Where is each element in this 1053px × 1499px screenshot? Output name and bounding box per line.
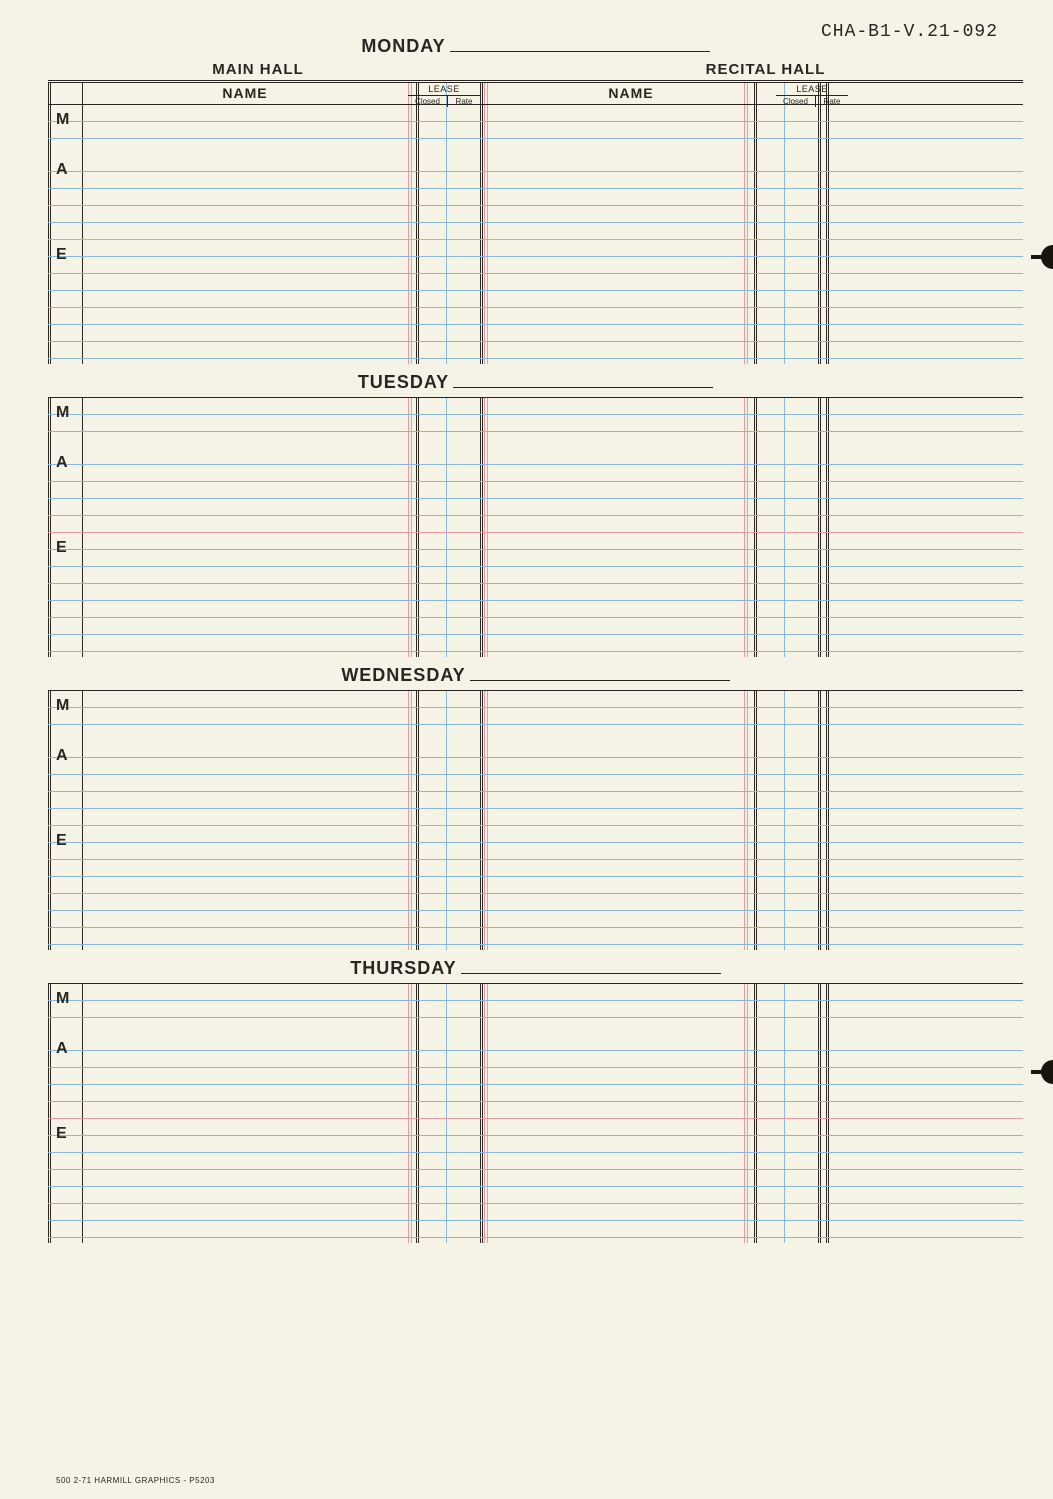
- punch-hole: [1041, 245, 1053, 269]
- time-label: M: [56, 111, 69, 129]
- table-section: M A E: [48, 690, 1023, 950]
- name-header: NAME: [486, 83, 776, 104]
- time-label: M: [56, 697, 69, 715]
- lease-header: LEASE ClosedRate: [408, 83, 480, 104]
- table-section: M A E: [48, 397, 1023, 657]
- time-slot-A: A: [48, 1034, 1023, 1119]
- hall-headers: MAIN HALL RECITAL HALL: [48, 61, 1023, 80]
- name-header: NAME: [82, 83, 408, 104]
- printer-footer: 500 2-71 HARMILL GRAPHICS - P5203: [56, 1476, 215, 1485]
- time-label: E: [56, 539, 67, 557]
- time-slot-M: M: [48, 105, 1023, 155]
- time-label: M: [56, 404, 69, 422]
- day-block-monday: MONDAY MAIN HALL RECITAL HALL NAME LEASE…: [48, 28, 1023, 364]
- lease-header: LEASE ClosedRate: [776, 83, 848, 104]
- time-label: E: [56, 832, 67, 850]
- time-slot-E: E: [48, 240, 1023, 360]
- time-slot-M: M: [48, 691, 1023, 741]
- recital-hall-label: RECITAL HALL: [438, 61, 1023, 78]
- punch-hole: [1041, 1060, 1053, 1084]
- column-headers: NAME LEASE ClosedRate NAME LEASE ClosedR…: [48, 80, 1023, 104]
- archive-id: CHA-B1-V.21-092: [821, 22, 998, 42]
- time-label: A: [56, 454, 68, 472]
- time-slot-M: M: [48, 398, 1023, 448]
- table-section: NAME LEASE ClosedRate NAME LEASE ClosedR…: [48, 80, 1023, 364]
- ruled-area: M A E: [48, 690, 1023, 950]
- ruled-area: M A E: [48, 397, 1023, 657]
- ledger-page: CHA-B1-V.21-092 MONDAY MAIN HALL RECITAL…: [0, 0, 1053, 1499]
- time-slot-A: A: [48, 741, 1023, 826]
- day-block-thursday: THURSDAY M A E: [48, 950, 1023, 1243]
- day-block-wednesday: WEDNESDAY M A E: [48, 657, 1023, 950]
- day-block-tuesday: TUESDAY M A E: [48, 364, 1023, 657]
- time-slot-A: A: [48, 448, 1023, 533]
- time-slot-M: M: [48, 984, 1023, 1034]
- time-label: A: [56, 161, 68, 179]
- time-slot-A: A: [48, 155, 1023, 240]
- time-label: E: [56, 1125, 67, 1143]
- time-slot-E: E: [48, 826, 1023, 946]
- time-label: E: [56, 246, 67, 264]
- table-section: M A E: [48, 983, 1023, 1243]
- time-label: A: [56, 747, 68, 765]
- main-hall-label: MAIN HALL: [48, 61, 438, 78]
- day-header: WEDNESDAY: [48, 657, 1023, 690]
- ruled-area: M A E: [48, 983, 1023, 1243]
- day-header: TUESDAY: [48, 364, 1023, 397]
- ruled-area: M A E: [48, 104, 1023, 364]
- day-header: THURSDAY: [48, 950, 1023, 983]
- time-label: A: [56, 1040, 68, 1058]
- time-label: M: [56, 990, 69, 1008]
- time-slot-E: E: [48, 533, 1023, 653]
- time-slot-E: E: [48, 1119, 1023, 1239]
